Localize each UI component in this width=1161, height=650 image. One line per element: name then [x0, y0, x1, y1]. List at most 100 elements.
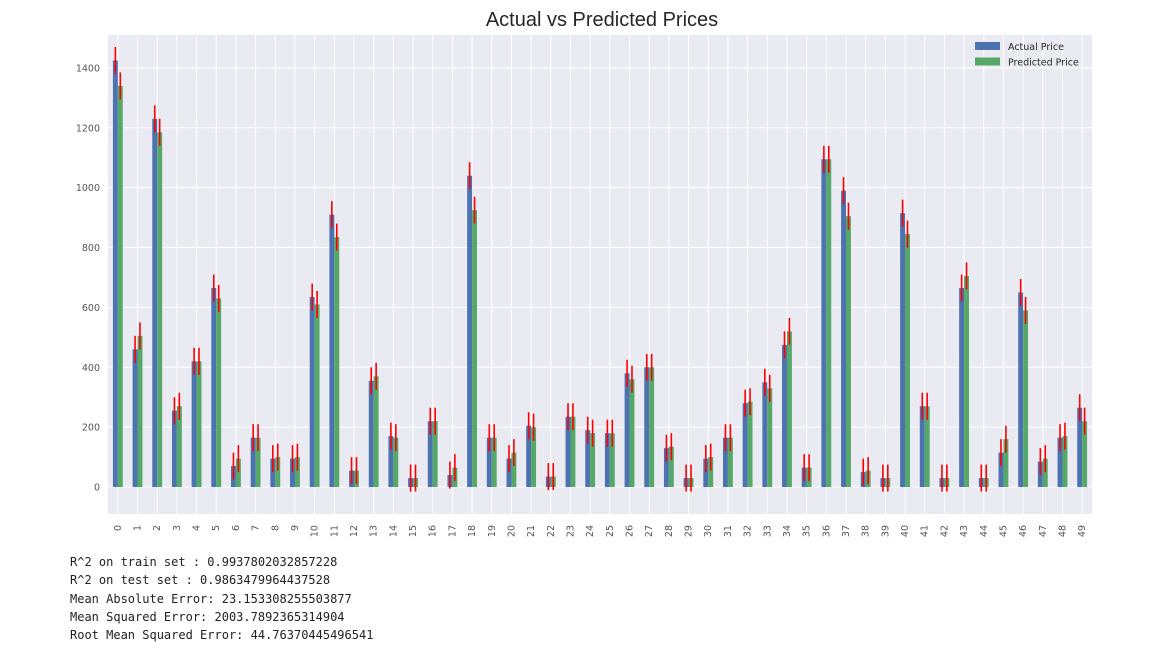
x-tick-label: 12 [349, 525, 360, 537]
x-tick-label: 37 [841, 525, 852, 537]
bar-predicted [334, 237, 340, 488]
bar-actual [723, 437, 728, 488]
x-tick-label: 5 [211, 525, 222, 531]
legend-label: Actual Price [1008, 42, 1064, 53]
bar-predicted [137, 335, 143, 488]
x-tick-label: 24 [585, 525, 596, 537]
x-tick-label: 28 [664, 525, 675, 537]
y-tick-label: 200 [82, 423, 100, 434]
x-tick-label: 47 [1038, 525, 1049, 537]
bar-actual [782, 344, 787, 488]
x-tick-label: 11 [329, 525, 340, 537]
x-tick-label: 13 [369, 525, 380, 537]
bar-actual [250, 437, 256, 488]
x-tick-label: 39 [880, 525, 891, 537]
x-tick-label: 7 [251, 525, 262, 531]
bar-actual [290, 458, 295, 488]
bar-actual [1018, 292, 1024, 488]
bar-actual [506, 458, 512, 488]
x-tick-label: 34 [782, 525, 793, 537]
bar-predicted [924, 406, 930, 488]
bar-actual [919, 406, 925, 488]
bar-actual [663, 448, 669, 488]
bar-predicted [570, 416, 576, 488]
bar-predicted [275, 457, 281, 488]
x-tick-label: 45 [998, 525, 1009, 537]
x-tick-label: 20 [506, 525, 517, 537]
bar-actual [329, 214, 335, 488]
metric-line: Root Mean Squared Error: 44.763704454965… [70, 628, 374, 643]
bar-actual [604, 433, 610, 488]
bar-predicted [472, 210, 477, 488]
y-tick-label: 0 [94, 483, 100, 494]
bar-predicted [314, 304, 320, 488]
x-tick-label: 48 [1057, 525, 1068, 537]
bar-actual [959, 287, 965, 488]
x-tick-label: 15 [408, 525, 419, 537]
bar-actual [191, 361, 197, 488]
bar-predicted [629, 379, 635, 488]
x-tick-label: 26 [625, 525, 636, 537]
x-tick-label: 41 [920, 525, 931, 537]
metric-line: R^2 on train set : 0.9937802032857228 [70, 555, 338, 569]
bar-actual [624, 373, 630, 488]
bar-predicted [826, 159, 832, 488]
bar-predicted [609, 433, 615, 488]
x-tick-label: 6 [231, 525, 242, 531]
bar-actual [742, 403, 748, 488]
x-tick-label: 10 [310, 525, 321, 537]
y-tick-label: 400 [82, 363, 100, 374]
x-tick-label: 38 [861, 525, 872, 537]
bar-predicted [393, 437, 399, 488]
x-tick-label: 49 [1077, 525, 1088, 537]
bar-predicted [1003, 439, 1009, 488]
bar-predicted [649, 367, 655, 488]
x-tick-label: 2 [152, 525, 163, 531]
x-tick-label: 43 [959, 525, 970, 537]
x-tick-label: 19 [487, 525, 498, 537]
metric-line: Mean Squared Error: 2003.7892365314904 [70, 609, 345, 624]
metric-line: R^2 on test set : 0.9863479964437528 [70, 573, 331, 588]
x-tick-label: 9 [290, 525, 301, 531]
bar-predicted [747, 401, 753, 488]
x-tick-label: 46 [1018, 525, 1029, 537]
x-tick-label: 42 [939, 525, 950, 537]
bar-predicted [294, 457, 300, 488]
bar-actual [841, 190, 846, 488]
bar-predicted [117, 85, 123, 488]
bar-predicted [511, 452, 517, 488]
y-tick-label: 600 [82, 303, 100, 314]
x-tick-label: 31 [723, 525, 734, 537]
x-tick-label: 29 [684, 525, 695, 537]
x-tick-label: 4 [192, 525, 203, 531]
x-tick-label: 33 [762, 525, 773, 537]
bar-actual [900, 213, 906, 488]
legend-swatch [975, 57, 1000, 66]
x-tick-label: 17 [447, 525, 458, 537]
bar-predicted [767, 388, 773, 488]
bar-predicted [1082, 421, 1088, 488]
bar-actual [644, 367, 650, 488]
x-tick-label: 36 [821, 525, 832, 537]
bar-actual [585, 430, 591, 488]
bar-predicted [255, 437, 261, 488]
bar-predicted [373, 376, 379, 488]
bar-actual [309, 296, 315, 488]
bar-predicted [846, 216, 851, 488]
bar-predicted [157, 132, 163, 488]
bar-actual [565, 416, 571, 488]
x-tick-label: 35 [802, 525, 813, 537]
x-tick-label: 21 [526, 525, 537, 537]
x-tick-label: 44 [979, 525, 990, 537]
bar-actual [152, 118, 158, 488]
x-tick-label: 40 [900, 525, 911, 537]
bar-actual [388, 436, 394, 488]
bar-predicted [491, 437, 497, 488]
bar-actual [762, 382, 768, 488]
bar-actual [467, 175, 473, 488]
legend-swatch [975, 42, 1000, 50]
bar-predicted [235, 458, 241, 488]
y-tick-label: 1200 [76, 123, 100, 134]
bar-predicted [1042, 458, 1048, 488]
